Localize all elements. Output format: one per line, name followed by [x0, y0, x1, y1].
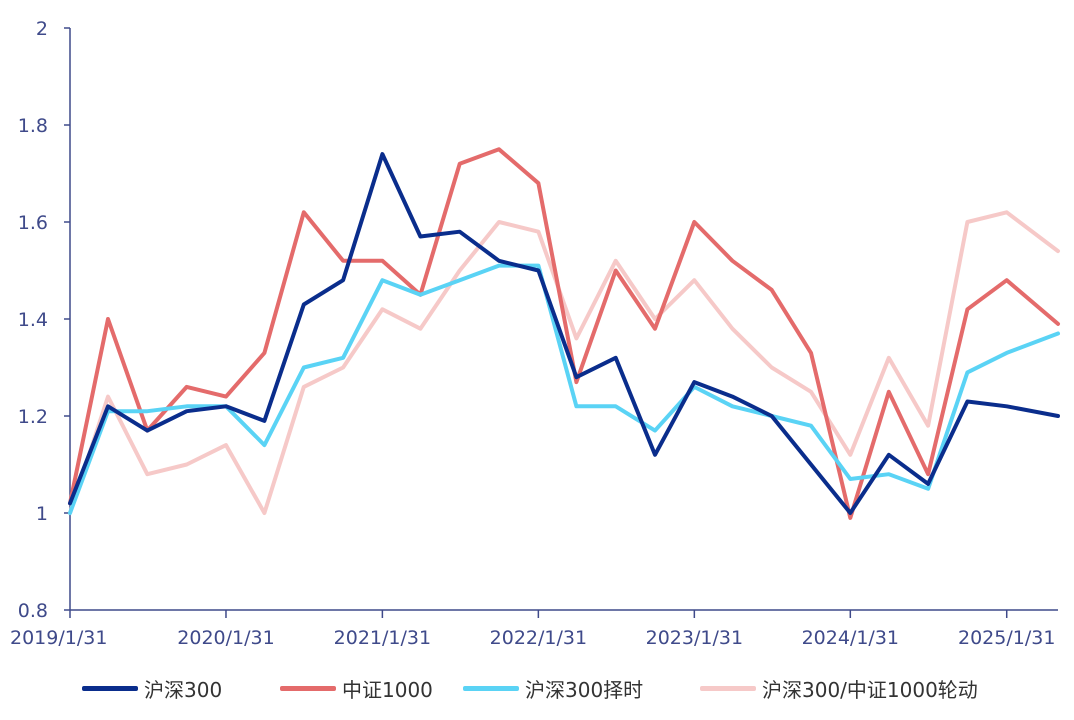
legend-swatch: [280, 685, 336, 691]
x-tick-label: 2024/1/31: [802, 627, 899, 649]
x-axis: 2019/1/31 2020/1/31 2021/1/31 2022/1/31 2023…: [10, 609, 1058, 649]
y-axis: 0.8 1 1.2 1.4 1.6 1.8 2: [18, 18, 71, 622]
series-layer: [68, 147, 1060, 520]
y-tick-label: 1: [36, 503, 48, 525]
legend-swatch: [82, 685, 138, 691]
y-tick-label: 1.8: [18, 115, 48, 137]
series-line-0: [68, 152, 1060, 515]
x-tick-label: 2022/1/31: [490, 627, 587, 649]
y-tick-label: 1.6: [18, 212, 48, 234]
y-tick-label: 1.2: [18, 406, 48, 428]
legend: 沪深300 中证1000 沪深300择时 沪深300/中证1000轮动: [0, 668, 1074, 708]
series-line-2: [68, 263, 1060, 515]
line-chart: 0.8 1 1.2 1.4 1.6 1.8 2 2019/1/31 2020/1/31 2021…: [10, 18, 1060, 649]
legend-swatch: [463, 685, 519, 691]
y-tick-label: 0.8: [18, 600, 48, 622]
x-tick-label: 2021/1/31: [334, 627, 431, 649]
legend-label: 沪深300/中证1000轮动: [762, 677, 978, 702]
x-tick-label: 2025/1/31: [958, 627, 1055, 649]
legend-item: 沪深300择时: [463, 668, 643, 708]
legend-item: 沪深300/中证1000轮动: [700, 668, 978, 708]
legend-item: 沪深300: [82, 668, 222, 708]
x-tick-label: 2019/1/31: [10, 627, 107, 649]
y-tick-label: 2: [36, 18, 48, 40]
x-tick-label: 2020/1/31: [177, 627, 274, 649]
legend-label: 中证1000: [342, 677, 433, 702]
x-tick-label: 2023/1/31: [646, 627, 743, 649]
legend-label: 沪深300择时: [525, 677, 644, 702]
series-line-1: [68, 147, 1060, 520]
legend-item: 中证1000: [280, 668, 433, 708]
y-tick-label: 1.4: [18, 309, 48, 331]
legend-swatch: [700, 685, 756, 691]
legend-label: 沪深300: [144, 677, 223, 702]
